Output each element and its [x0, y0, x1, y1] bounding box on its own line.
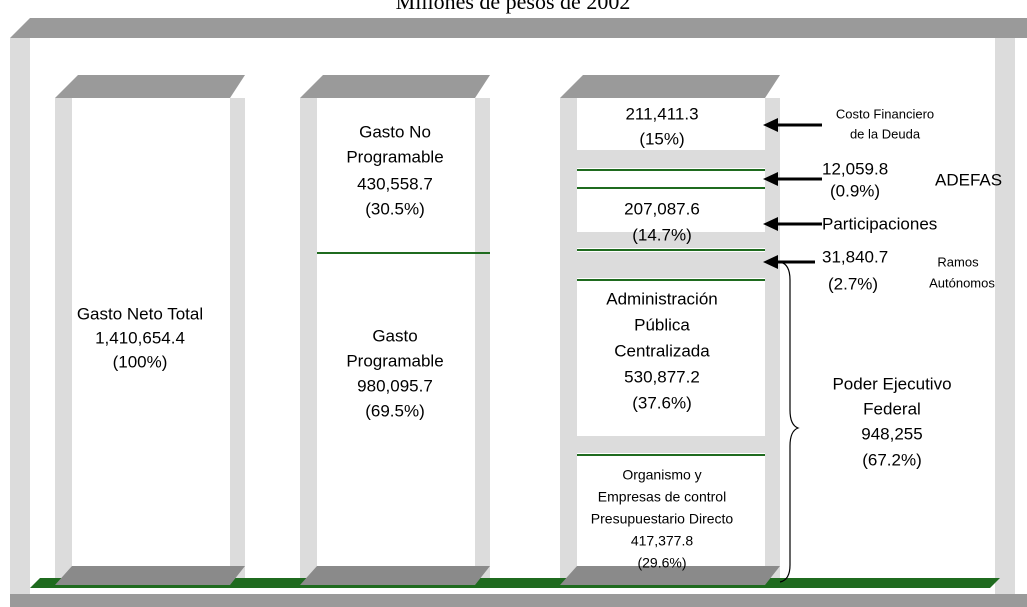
value: 207,087.6 — [624, 199, 700, 218]
label: Organismo y — [622, 467, 701, 483]
share: (100%) — [113, 352, 168, 371]
share: (69.5%) — [365, 401, 425, 420]
value: 430,558.7 — [357, 174, 433, 193]
column — [55, 75, 245, 585]
label: Gasto Neto Total — [77, 304, 203, 323]
value: 980,095.7 — [357, 376, 433, 395]
label: Gasto — [372, 326, 417, 345]
label: Programable — [346, 147, 443, 166]
frame — [10, 18, 1027, 607]
value: 31,840.7 — [822, 247, 888, 266]
share: (0.9%) — [830, 181, 880, 200]
note: de la Deuda — [850, 126, 921, 141]
value: 530,877.2 — [624, 367, 700, 386]
share: (14.7%) — [632, 225, 692, 244]
value: 211,411.3 — [625, 104, 698, 123]
value: 948,255 — [861, 424, 922, 443]
column — [300, 75, 490, 585]
label: Gasto No — [359, 122, 431, 141]
share: (15%) — [639, 129, 684, 148]
share: (2.7%) — [828, 274, 878, 293]
value: 417,377.8 — [631, 533, 693, 549]
value: 12,059.8 — [822, 159, 888, 178]
note: Autónomos — [929, 275, 995, 290]
column — [560, 75, 780, 585]
note: Ramos — [937, 254, 979, 269]
share: (29.6%) — [637, 555, 686, 571]
label: Empresas de control — [598, 489, 726, 505]
share: (30.5%) — [365, 199, 425, 218]
label: Centralizada — [614, 341, 710, 360]
brace — [779, 261, 800, 583]
note: ADEFAS — [935, 170, 1002, 189]
note: Participaciones — [822, 214, 937, 233]
subtitle: Millones de pesos de 2002 — [396, 0, 631, 14]
label: Programable — [346, 351, 443, 370]
label: Administración — [606, 289, 718, 308]
share: (67.2%) — [862, 450, 922, 469]
label: Pública — [634, 315, 690, 334]
note: Costo Financiero — [836, 106, 934, 121]
share: (37.6%) — [632, 393, 692, 412]
label: Federal — [863, 399, 921, 418]
label: Poder Ejecutivo — [832, 374, 951, 393]
label: Presupuestario Directo — [591, 511, 734, 527]
value: 1,410,654.4 — [95, 328, 185, 347]
